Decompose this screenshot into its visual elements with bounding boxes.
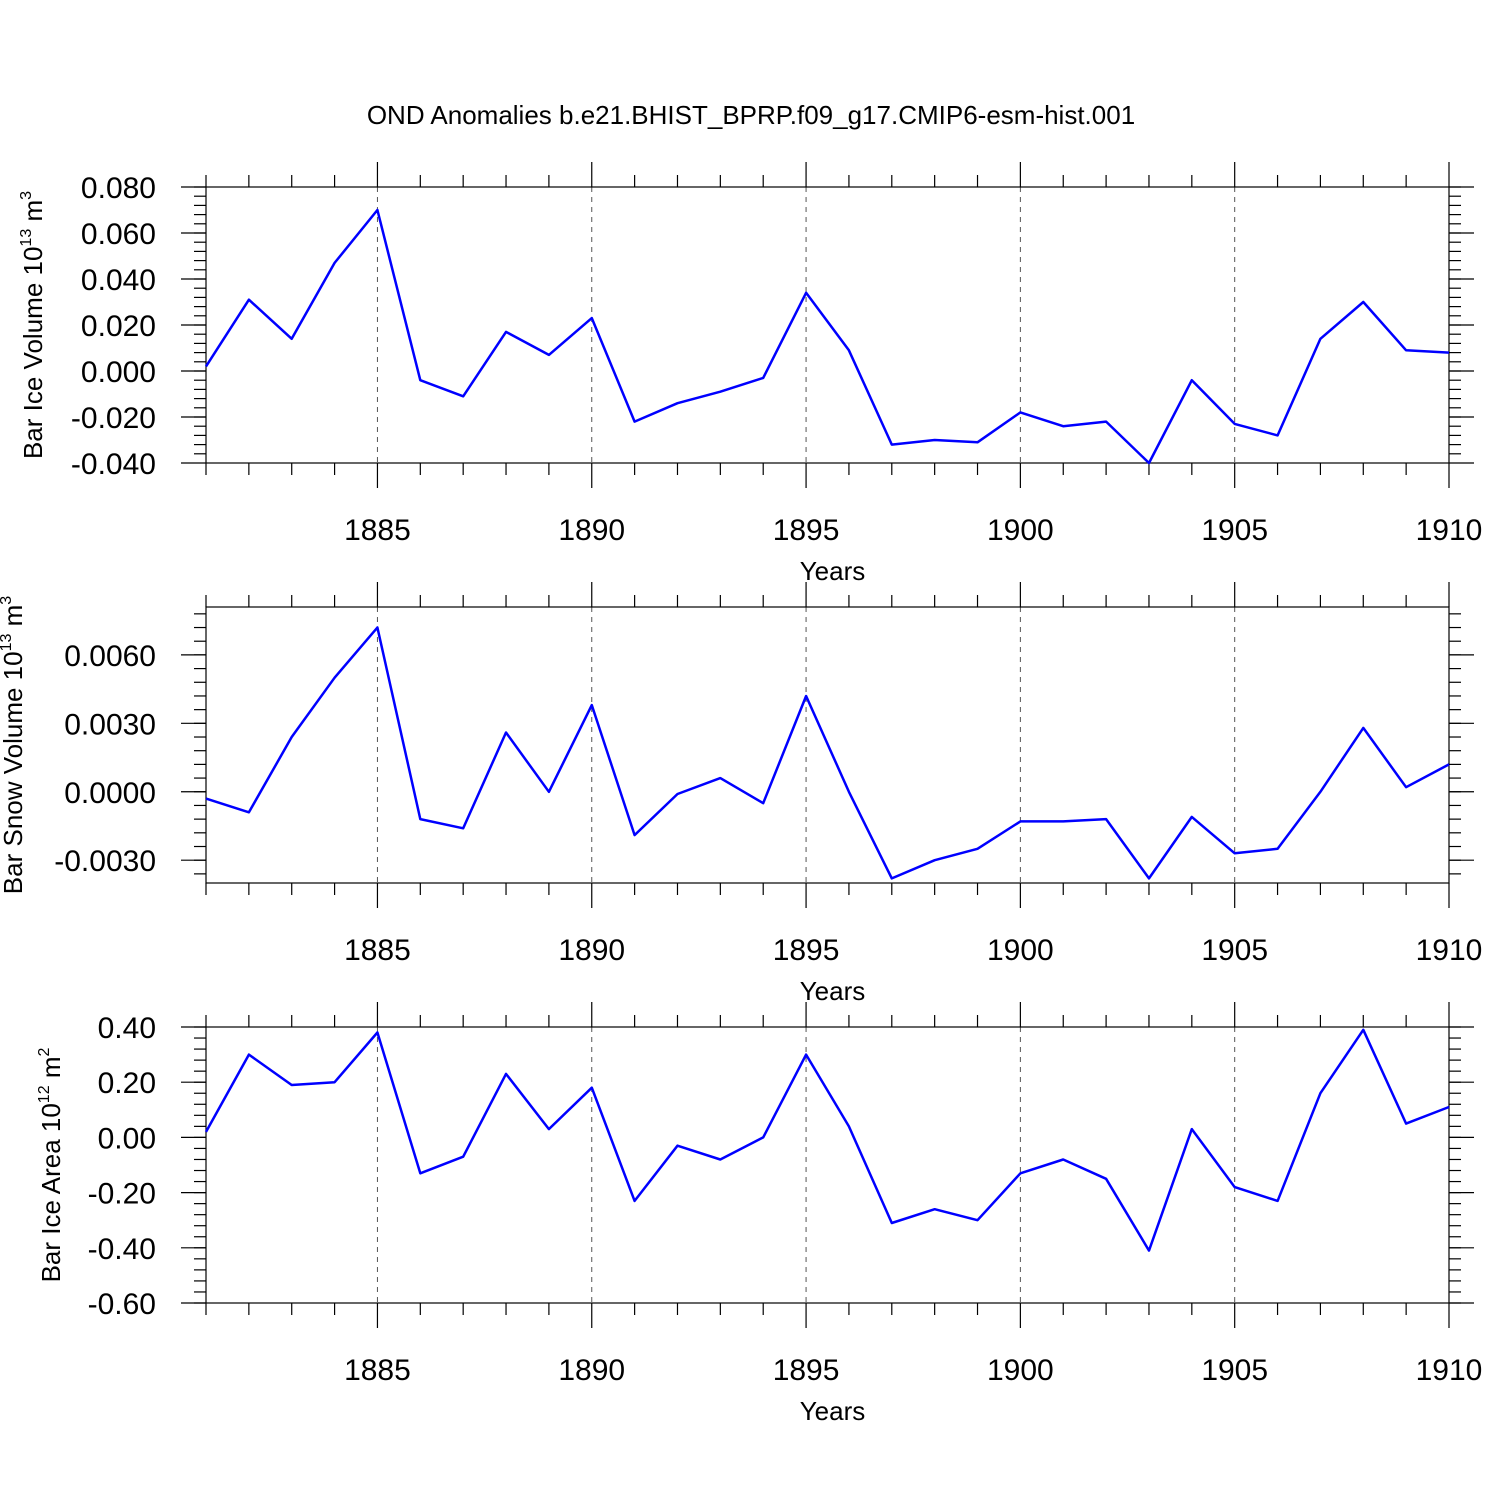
x-tick-label: 1885 <box>344 1354 411 1387</box>
y-tick-label: 0.080 <box>81 172 156 205</box>
plot-frame <box>205 606 1450 884</box>
y-tick-label: -0.40 <box>88 1233 156 1266</box>
y-tick-label: 0.000 <box>81 356 156 389</box>
x-tick-label: 1900 <box>987 934 1054 967</box>
x-axis-label: Years <box>800 976 866 1006</box>
y-axis-label: Bar Ice Area 1012 m2 <box>36 1047 66 1282</box>
y-tick-label: -0.020 <box>71 402 156 435</box>
panel-2: 0.0060 0.0030 0.0000 -0.0030 1885 1890 1895 190… <box>0 582 1482 1006</box>
y-tick-label: 0.0030 <box>64 708 156 741</box>
y-tick-label: 0.020 <box>81 310 156 343</box>
y-tick-label: -0.60 <box>88 1288 156 1321</box>
x-axis-label: Years <box>800 1396 866 1426</box>
y-tick-label: 0.00 <box>98 1122 156 1155</box>
series-line-2 <box>205 626 1450 880</box>
y-axis-label: Bar Ice Volume 1013 m3 <box>18 191 48 459</box>
x-tick-label: 1905 <box>1201 514 1268 547</box>
panel-3: 0.40 0.20 0.00 -0.20 -0.40 -0.60 1885 1890 1895 1… <box>36 1002 1482 1426</box>
y-tick-label: 0.060 <box>81 218 156 251</box>
plot-frame <box>205 1026 1450 1304</box>
y-tick-label: -0.20 <box>88 1178 156 1211</box>
x-tick-label: 1900 <box>987 514 1054 547</box>
x-tick-label: 1890 <box>558 934 625 967</box>
x-tick-label: 1905 <box>1201 934 1268 967</box>
x-tick-label: 1895 <box>773 934 840 967</box>
y-tick-label: 0.20 <box>98 1067 156 1100</box>
x-axis-label: Years <box>800 556 866 586</box>
panel-1: 0.080 0.060 0.040 0.020 0.000 -0.020 -0.040 188… <box>18 162 1482 586</box>
x-tick-label: 1905 <box>1201 1354 1268 1387</box>
chart-title: OND Anomalies b.e21.BHIST_BPRP.f09_g17.C… <box>367 100 1135 130</box>
panels: 0.080 0.060 0.040 0.020 0.000 -0.020 -0.040 188… <box>0 162 1482 1426</box>
x-tick-label: 1890 <box>558 514 625 547</box>
x-tick-label: 1885 <box>344 514 411 547</box>
y-tick-label: 0.0060 <box>64 640 156 673</box>
x-tick-label: 1890 <box>558 1354 625 1387</box>
series-line-3 <box>204 1028 1450 1252</box>
x-tick-label: 1895 <box>773 1354 840 1387</box>
y-tick-label: 0.40 <box>98 1012 156 1045</box>
y-tick-label: 0.040 <box>81 264 156 297</box>
y-tick-label: 0.0000 <box>64 777 156 810</box>
x-tick-label: 1900 <box>987 1354 1054 1387</box>
x-tick-label: 1910 <box>1416 514 1483 547</box>
y-tick-label: -0.040 <box>71 448 156 481</box>
y-axis-label: Bar Snow Volume 1013 m3 <box>0 596 28 895</box>
series-line-1 <box>204 208 1450 465</box>
x-tick-label: 1895 <box>773 514 840 547</box>
x-tick-label: 1885 <box>344 934 411 967</box>
x-tick-label: 1910 <box>1416 1354 1483 1387</box>
y-tick-label: -0.0030 <box>54 845 156 878</box>
x-tick-label: 1910 <box>1416 934 1483 967</box>
plot-frame <box>205 186 1450 464</box>
